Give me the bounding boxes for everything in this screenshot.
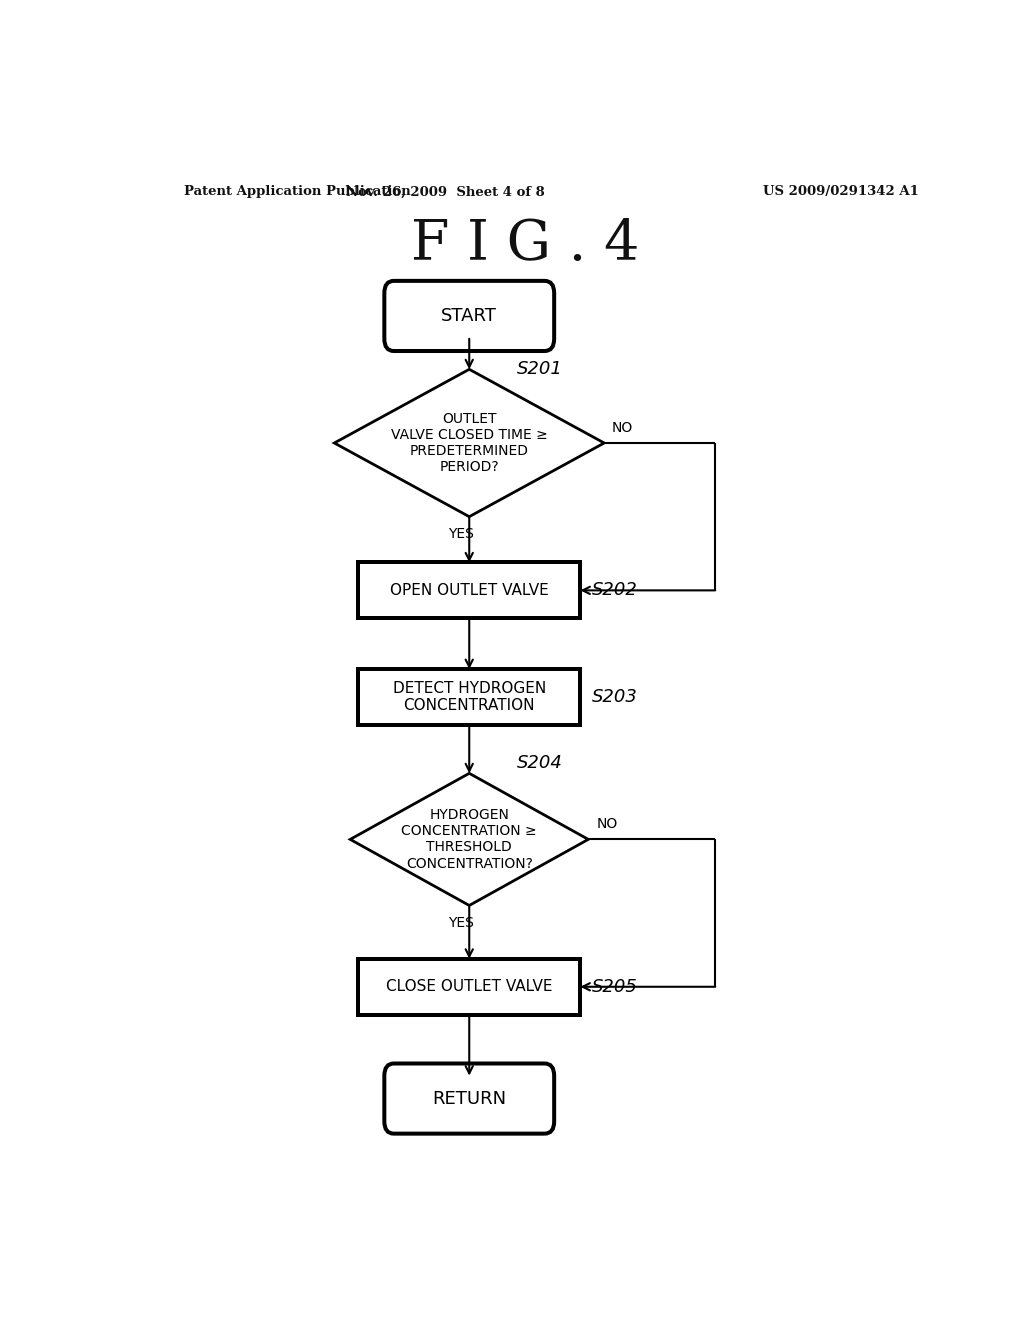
Text: NO: NO: [612, 421, 634, 434]
Text: Patent Application Publication: Patent Application Publication: [183, 185, 411, 198]
Text: RETURN: RETURN: [432, 1089, 506, 1107]
Text: S201: S201: [517, 360, 563, 379]
Text: OPEN OUTLET VALVE: OPEN OUTLET VALVE: [390, 583, 549, 598]
Text: S202: S202: [592, 581, 638, 599]
Text: F I G . 4: F I G . 4: [411, 218, 639, 272]
Text: S204: S204: [517, 754, 563, 772]
Text: DETECT HYDROGEN
CONCENTRATION: DETECT HYDROGEN CONCENTRATION: [392, 681, 546, 713]
FancyBboxPatch shape: [384, 281, 554, 351]
FancyBboxPatch shape: [358, 958, 581, 1015]
Text: YES: YES: [449, 916, 474, 929]
Text: S203: S203: [592, 688, 638, 706]
Polygon shape: [334, 370, 604, 516]
FancyBboxPatch shape: [358, 669, 581, 725]
Text: NO: NO: [596, 817, 617, 832]
Text: US 2009/0291342 A1: US 2009/0291342 A1: [763, 185, 919, 198]
Text: Nov. 26, 2009  Sheet 4 of 8: Nov. 26, 2009 Sheet 4 of 8: [346, 185, 545, 198]
Text: OUTLET
VALVE CLOSED TIME ≥
PREDETERMINED
PERIOD?: OUTLET VALVE CLOSED TIME ≥ PREDETERMINED…: [391, 412, 548, 474]
Text: START: START: [441, 308, 498, 325]
Text: S205: S205: [592, 978, 638, 995]
Text: HYDROGEN
CONCENTRATION ≥
THRESHOLD
CONCENTRATION?: HYDROGEN CONCENTRATION ≥ THRESHOLD CONCE…: [401, 808, 537, 871]
Text: CLOSE OUTLET VALVE: CLOSE OUTLET VALVE: [386, 979, 553, 994]
Text: YES: YES: [449, 527, 474, 541]
Polygon shape: [350, 774, 588, 906]
FancyBboxPatch shape: [384, 1064, 554, 1134]
FancyBboxPatch shape: [358, 562, 581, 618]
